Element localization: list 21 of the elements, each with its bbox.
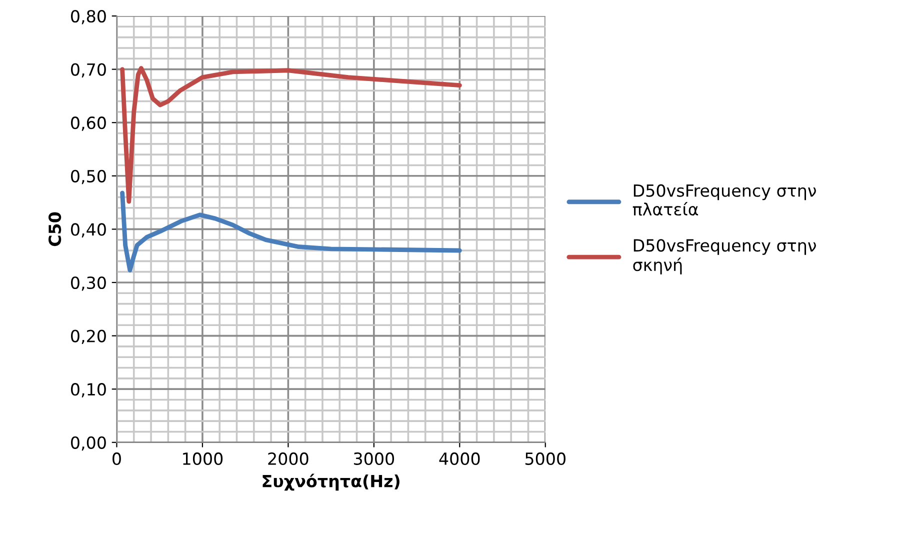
- y-tick-label: 0,40: [71, 223, 106, 238]
- legend-label: D50vsFrequency στην πλατεία: [632, 184, 816, 216]
- x-tick-label: 3000: [354, 452, 394, 466]
- line-series: [120, 66, 462, 204]
- y-tick-label: 0,50: [71, 170, 106, 184]
- line-series: [120, 190, 462, 272]
- y-tick-label: 0,80: [71, 10, 106, 24]
- y-tick-label: 0,20: [71, 330, 106, 344]
- x-tick-label: 2000: [268, 452, 308, 466]
- y-tick-label: 0,10: [71, 383, 106, 398]
- x-tick-label: 1000: [183, 452, 223, 466]
- x-tick-label: 4000: [439, 452, 480, 466]
- y-tick-label: 0,70: [71, 63, 106, 78]
- y-tick-label: 0,30: [71, 276, 106, 291]
- y-tick-label: 0,00: [71, 436, 106, 451]
- x-axis-title: Συχνότητα(Hz): [262, 474, 400, 491]
- legend-label: D50vsFrequency στην σκηνή: [633, 239, 816, 274]
- y-tick-label: 0,60: [71, 116, 106, 131]
- y-axis-title: C50: [48, 212, 62, 246]
- x-tick-label: 0: [112, 452, 121, 466]
- x-tick-label: 5000: [525, 452, 566, 466]
